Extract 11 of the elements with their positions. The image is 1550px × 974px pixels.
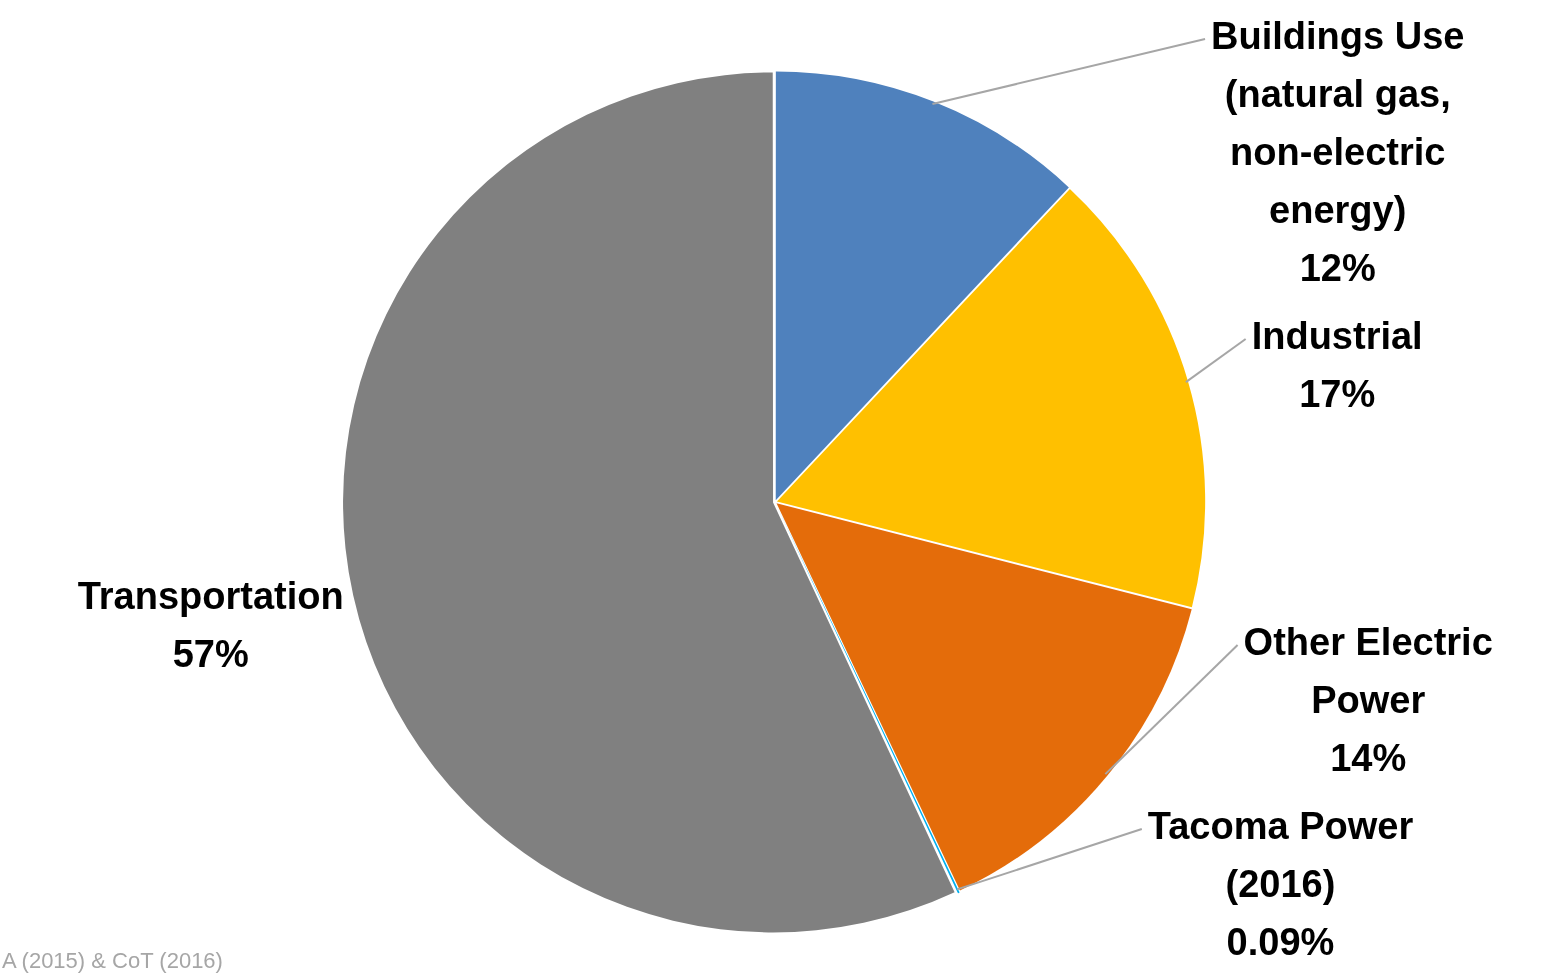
- slice-label: Industrial: [1251, 315, 1423, 358]
- data-label: 12%: [1299, 247, 1376, 290]
- data-label: 17%: [1299, 373, 1376, 416]
- data-label: 57%: [172, 632, 249, 675]
- slice-label: Transportation: [77, 574, 344, 617]
- data-label: 0.09%: [1226, 921, 1335, 964]
- data-label: 14%: [1330, 737, 1407, 780]
- slice-label: Other Electric Power: [1243, 621, 1493, 722]
- slice-label: Tacoma Power (2016): [1147, 805, 1414, 906]
- slice-label: Buildings Use (natural gas, non-electric energy): [1211, 15, 1465, 232]
- text: A (2015) & CoT (2016): [2, 948, 223, 974]
